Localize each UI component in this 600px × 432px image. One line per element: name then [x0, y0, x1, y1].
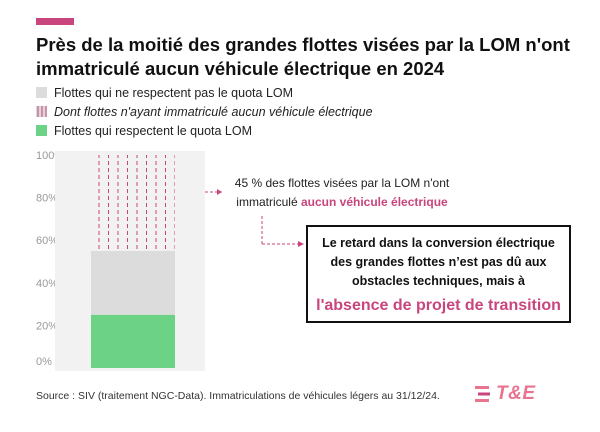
- legend-item-non-compliant: Flottes qui ne respectent pas le quota L…: [36, 83, 373, 102]
- y-tick-label: 20%: [36, 320, 58, 332]
- legend-label: Flottes qui respectent le quota LOM: [54, 123, 253, 138]
- callout-box: Le retard dans la conversion électrique …: [306, 225, 571, 323]
- callout-line-2: des grandes flottes n’est pas dû aux: [330, 255, 547, 269]
- connector-arrow-1: [217, 189, 222, 195]
- legend-item-no-ev: Dont flottes n'ayant immatriculé aucun v…: [36, 102, 373, 121]
- y-tick-label: 40%: [36, 278, 58, 290]
- annotation-text: 45 % des flottes visées par la LOM n'ont…: [234, 176, 450, 209]
- callout-emphasis: l'absence de projet de transition: [316, 297, 561, 314]
- legend-swatch-hatched: [36, 106, 47, 117]
- logo-text: T&E: [496, 383, 536, 404]
- callout-line-1: Le retard dans la conversion électrique: [322, 236, 555, 250]
- annotation-highlight: aucun véhicule électrique: [300, 195, 448, 209]
- connector-arrow-2: [298, 241, 304, 247]
- annotation-no-ev: 45 % des flottes visées par la LOM n'ont…: [222, 174, 462, 212]
- callout-line-3: obstacles techniques, mais à: [352, 274, 525, 288]
- connectors: [205, 189, 304, 247]
- legend-swatch-grey: [36, 87, 47, 98]
- source-note: Source : SIV (traitement NGC-Data). Imma…: [36, 390, 440, 402]
- legend: Flottes qui ne respectent pas le quota L…: [36, 83, 373, 140]
- y-tick-label: 60%: [36, 235, 58, 247]
- legend-label: Flottes qui ne respectent pas le quota L…: [54, 85, 294, 100]
- legend-label: Dont flottes n'ayant immatriculé aucun v…: [54, 104, 373, 119]
- y-tick-label: 0%: [36, 356, 52, 368]
- bars: [91, 155, 175, 368]
- bar-segment-no-ev: [91, 155, 175, 251]
- legend-item-compliant: Flottes qui respectent le quota LOM: [36, 121, 373, 140]
- te-logo: T&E: [474, 383, 536, 405]
- bar-segment-compliant: [91, 314, 175, 368]
- bar-segment-non-compliant: [91, 250, 175, 315]
- logo-stripes-icon: [475, 386, 490, 402]
- accent-bar: [36, 18, 74, 25]
- legend-swatch-green: [36, 125, 47, 136]
- y-tick-label: 80%: [36, 193, 58, 205]
- y-axis-labels: 0%20%40%60%80%100%: [36, 150, 64, 368]
- chart-title: Près de la moitié des grandes flottes vi…: [36, 34, 570, 79]
